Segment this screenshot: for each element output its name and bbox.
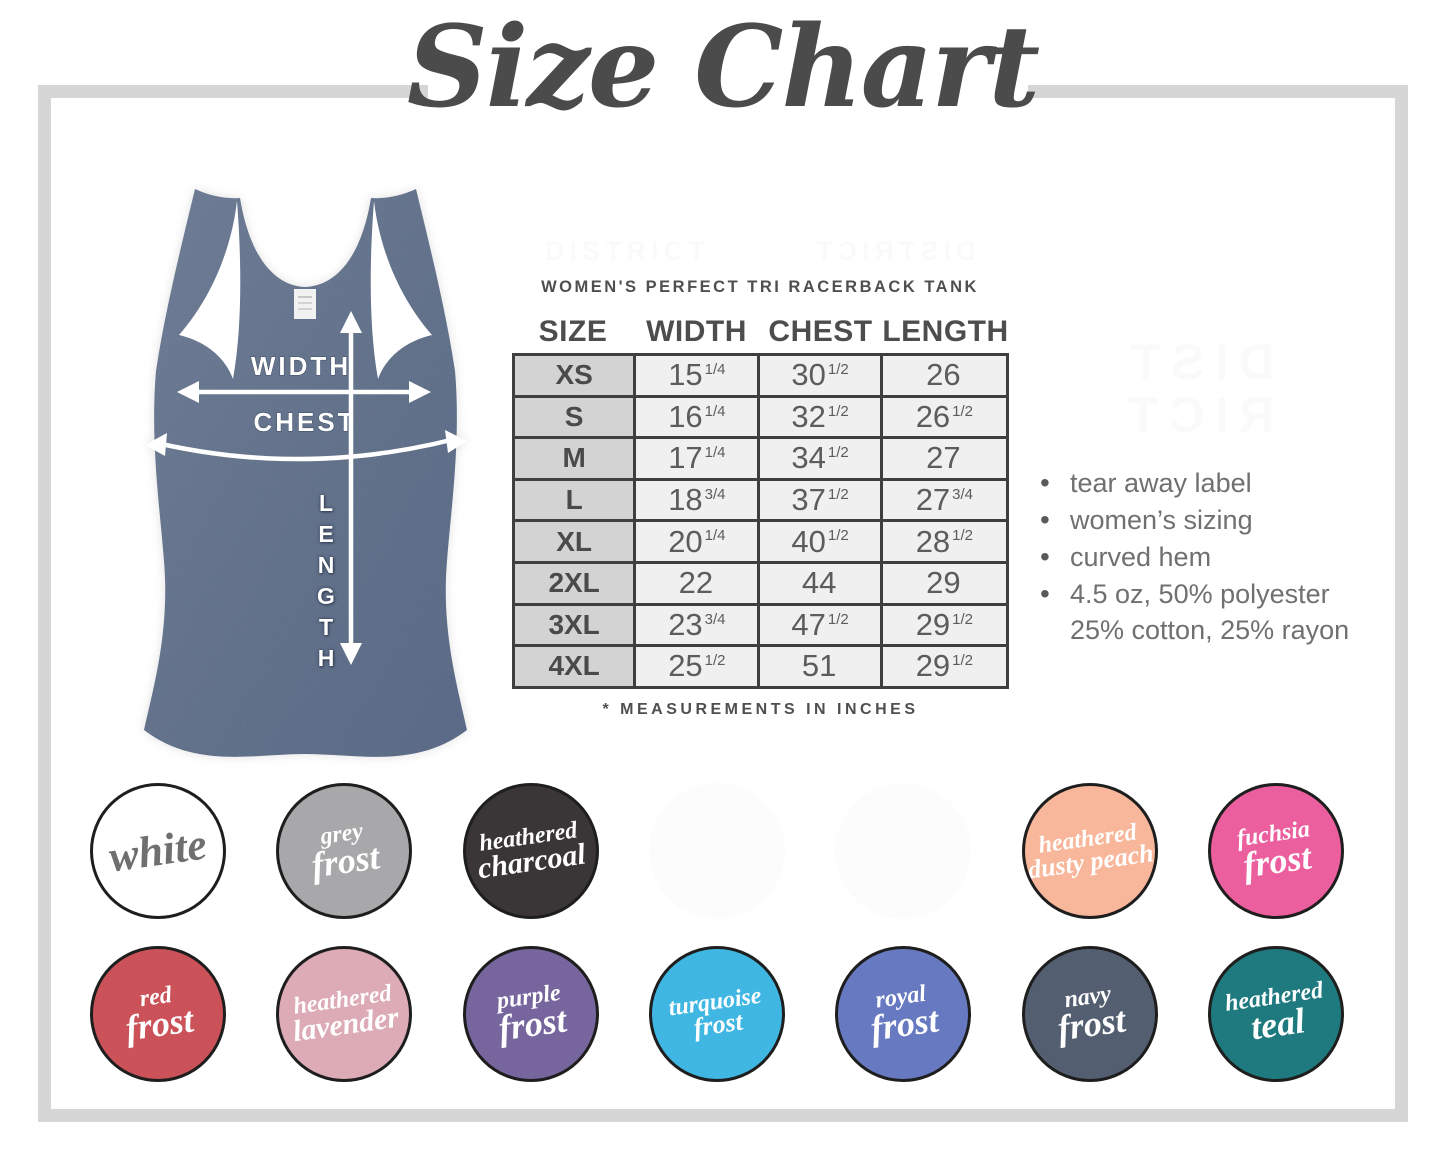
table-row: XL 20 1/4 40 1/2 28 1/2 bbox=[511, 519, 1010, 564]
chest-cell: 32 1/2 bbox=[757, 394, 883, 440]
length-cell: 28 1/2 bbox=[879, 519, 1010, 564]
color-swatch-row-1: white grey frost heathered charcoal heathe… bbox=[90, 783, 1344, 919]
width-cell: 23 3/4 bbox=[633, 602, 761, 648]
brand-watermark-side-line2: RICT bbox=[1118, 386, 1275, 443]
frame-top-right-segment bbox=[1028, 85, 1408, 98]
tank-top-photo: WIDTH CHEST bbox=[144, 189, 467, 757]
swatch-turquoise-frost: turquoise frost bbox=[648, 946, 785, 1082]
length-cell: 29 1/2 bbox=[879, 644, 1010, 689]
swatch-fuchsia-frost: fuchsia frost bbox=[1207, 783, 1344, 919]
heather-texture bbox=[144, 189, 467, 757]
size-cell: 2XL bbox=[511, 560, 637, 606]
chest-cell: 30 1/2 bbox=[757, 353, 883, 398]
size-table-header: SIZE WIDTH CHEST LENGTH bbox=[512, 311, 1009, 353]
brand-watermark-top: DISTRICT DISTRICT bbox=[545, 236, 975, 267]
swatch-purple-frost: purple frost bbox=[462, 946, 599, 1082]
length-cell: 29 1/2 bbox=[879, 602, 1010, 648]
width-arrow: WIDTH bbox=[177, 351, 431, 403]
feature-item-continuation: 25% cotton, 25% rayon bbox=[1070, 615, 1350, 645]
width-cell: 25 1/2 bbox=[633, 644, 761, 689]
size-cell: S bbox=[511, 394, 637, 440]
frame-top-left-segment bbox=[38, 85, 428, 98]
feature-item: curved hem bbox=[1040, 540, 1349, 574]
frame-right bbox=[1395, 85, 1408, 1122]
length-cell: 26 bbox=[879, 353, 1010, 398]
frame-left bbox=[38, 85, 51, 1122]
width-cell: 17 1/4 bbox=[633, 436, 761, 481]
swatch-navy-frost: navy frost bbox=[1021, 946, 1158, 1082]
swatch-grey-frost: grey frost bbox=[276, 783, 413, 919]
swatch-white: white bbox=[90, 783, 226, 919]
measurements-footnote: * MEASUREMENTS IN INCHES bbox=[602, 701, 919, 718]
swatch-royal-frost: royal frost bbox=[835, 946, 972, 1082]
swatch-heathered-lavender: heathered lavender bbox=[276, 946, 413, 1082]
size-cell: L bbox=[511, 477, 637, 523]
swatch-faint-1 bbox=[648, 783, 785, 919]
width-cell: 22 bbox=[633, 560, 761, 606]
width-cell: 15 1/4 bbox=[633, 353, 761, 398]
size-cell: XS bbox=[511, 353, 637, 398]
bullet-icon bbox=[1040, 466, 1070, 500]
feature-item: 4.5 oz, 50% polyester bbox=[1040, 577, 1349, 611]
frame-bottom bbox=[38, 1109, 1408, 1122]
bullet-icon bbox=[1040, 503, 1070, 537]
col-header-width: WIDTH bbox=[646, 315, 747, 348]
length-cell: 27 bbox=[879, 436, 1010, 481]
brand-watermark-right: DISTRICT bbox=[810, 236, 976, 266]
chest-cell: 51 bbox=[757, 644, 883, 689]
length-cell: 29 bbox=[879, 560, 1010, 606]
width-label: WIDTH bbox=[251, 351, 351, 381]
size-table: XS 15 1/4 30 1/2 26 S 16 1/4 32 1/2 26 1/2 M … bbox=[511, 353, 1010, 689]
product-subtitle: WOMEN'S PERFECT TRI RACERBACK TANK bbox=[541, 278, 979, 296]
feature-item: tear away label bbox=[1040, 466, 1349, 500]
feature-list: tear away label women’s sizing curved he… bbox=[1040, 466, 1349, 650]
size-cell: 4XL bbox=[511, 644, 637, 689]
size-cell: XL bbox=[511, 519, 637, 564]
length-arrow bbox=[340, 311, 362, 665]
table-row: 3XL 23 3/4 47 1/2 29 1/2 bbox=[511, 602, 1010, 648]
size-cell: M bbox=[511, 436, 637, 481]
chest-cell: 34 1/2 bbox=[757, 436, 883, 481]
col-header-chest: CHEST bbox=[768, 315, 873, 348]
chest-cell: 44 bbox=[757, 560, 883, 606]
col-header-length: LENGTH bbox=[882, 315, 1009, 348]
brand-watermark-side: DIST RICT bbox=[1118, 334, 1275, 443]
feature-item: women’s sizing bbox=[1040, 503, 1349, 537]
neck-label-tag bbox=[294, 289, 316, 319]
table-row: 2XL 22 44 29 bbox=[511, 560, 1010, 606]
size-cell: 3XL bbox=[511, 602, 637, 648]
width-cell: 18 3/4 bbox=[633, 477, 761, 523]
length-cell: 27 3/4 bbox=[879, 477, 1010, 523]
table-row: 4XL 25 1/2 51 29 1/2 bbox=[511, 644, 1010, 689]
brand-watermark-side-line1: DIST bbox=[1120, 334, 1275, 390]
page-title: Size Chart bbox=[406, 2, 1040, 133]
swatch-heathered-charcoal: heathered charcoal bbox=[462, 783, 599, 919]
swatch-red-frost: red frost bbox=[90, 946, 226, 1082]
width-cell: 16 1/4 bbox=[633, 394, 761, 440]
chest-cell: 37 1/2 bbox=[757, 477, 883, 523]
left-armhole-opening bbox=[179, 201, 241, 379]
right-armhole-opening bbox=[370, 201, 432, 379]
swatch-heathered-teal: heathered teal bbox=[1207, 946, 1344, 1082]
bullet-icon bbox=[1040, 540, 1070, 574]
width-cell: 20 1/4 bbox=[633, 519, 761, 564]
chest-cell: 47 1/2 bbox=[757, 602, 883, 648]
swatch-faint-2 bbox=[835, 783, 972, 919]
chest-arrow: CHEST bbox=[145, 407, 467, 462]
swatch-heathered-dusty-peach: heathered dusty peach bbox=[1021, 783, 1158, 919]
length-label: LENGTH bbox=[313, 490, 339, 676]
table-row: M 17 1/4 34 1/2 27 bbox=[511, 436, 1010, 481]
table-row: S 16 1/4 32 1/2 26 1/2 bbox=[511, 394, 1010, 440]
length-cell: 26 1/2 bbox=[879, 394, 1010, 440]
chest-cell: 40 1/2 bbox=[757, 519, 883, 564]
bullet-icon bbox=[1040, 577, 1070, 611]
table-row: XS 15 1/4 30 1/2 26 bbox=[511, 353, 1010, 398]
table-row: L 18 3/4 37 1/2 27 3/4 bbox=[511, 477, 1010, 523]
color-swatch-row-2: red frost heathered lavender purple frost t… bbox=[90, 946, 1344, 1082]
brand-watermark-left: DISTRICT bbox=[545, 236, 710, 266]
col-header-size: SIZE bbox=[538, 315, 608, 348]
chest-label: CHEST bbox=[253, 407, 356, 437]
